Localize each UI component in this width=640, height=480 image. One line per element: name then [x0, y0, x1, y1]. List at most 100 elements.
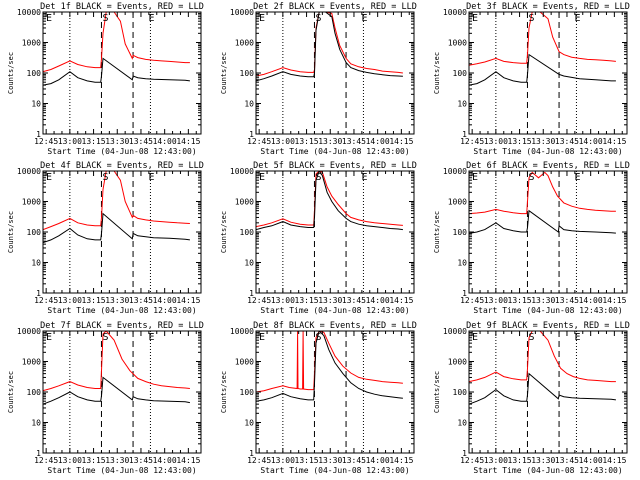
panel-title: Det 5f BLACK = Events, RED = LLD [253, 161, 417, 171]
y-tick-label: 100 [27, 388, 42, 397]
y-tick-label: 1 [249, 449, 254, 458]
y-tick-label: 10000 [17, 167, 41, 176]
x-tick-label: 13:45 [129, 296, 153, 305]
y-axis-label: Counts/sec [7, 52, 15, 94]
y-tick-label: 1 [249, 289, 254, 298]
x-tick-label: 14:15 [176, 137, 200, 146]
event-marker: S [315, 172, 321, 183]
series-line-events [469, 372, 616, 405]
x-tick-label: 14:00 [153, 296, 177, 305]
y-tick-label: 10000 [230, 8, 254, 17]
x-tick-label: 13:45 [342, 296, 366, 305]
x-tick-label: 14:00 [153, 137, 177, 146]
x-tick-label: 14:15 [602, 296, 626, 305]
panel-title: Det 8f BLACK = Events, RED = LLD [253, 321, 417, 331]
x-axis-label: Start Time (04-Jun-08 12:43:00) [47, 306, 196, 315]
y-axis-label: Counts/sec [433, 52, 441, 94]
x-axis-label: Start Time (04-Jun-08 12:43:00) [47, 466, 196, 475]
x-axis-label: Start Time (04-Jun-08 12:43:00) [473, 306, 622, 315]
y-tick-label: 100 [27, 228, 42, 237]
series-line-lld [43, 331, 190, 392]
series-group [256, 12, 403, 82]
event-marker: S [528, 13, 534, 24]
x-tick-label: 14:15 [176, 456, 200, 465]
y-tick-label: 100 [27, 69, 42, 78]
event-marker: E [148, 332, 154, 343]
x-tick-label: 13:15 [82, 137, 106, 146]
event-marker: E [574, 172, 580, 183]
y-tick-label: 1000 [235, 39, 254, 48]
event-marker: E [361, 332, 367, 343]
series-group [469, 12, 616, 86]
event-marker: S [315, 332, 321, 343]
y-tick-label: 1 [462, 289, 467, 298]
x-tick-label: 13:00 [271, 456, 295, 465]
y-tick-label: 10 [244, 100, 254, 109]
panel-title: Det 3f BLACK = Events, RED = LLD [466, 2, 630, 12]
x-tick-label: 12:45 [34, 296, 58, 305]
y-tick-label: 10 [457, 419, 467, 428]
x-axis-label: Start Time (04-Jun-08 12:43:00) [260, 466, 409, 475]
event-marker: E [361, 13, 367, 24]
event-marker: E [472, 172, 478, 183]
y-tick-label: 10 [457, 100, 467, 109]
y-tick-label: 1 [462, 449, 467, 458]
x-tick-label: 13:45 [129, 456, 153, 465]
series-line-events [256, 12, 403, 82]
panel-title: Det 4f BLACK = Events, RED = LLD [40, 161, 204, 171]
series-group [256, 331, 403, 402]
x-tick-label: 14:00 [579, 296, 603, 305]
x-tick-label: 13:00 [58, 137, 82, 146]
y-axis-label: Counts/sec [220, 52, 228, 94]
x-tick-label: 14:00 [579, 456, 603, 465]
x-tick-label: 14:15 [602, 137, 626, 146]
x-tick-label: 13:30 [105, 296, 129, 305]
event-marker: E [361, 172, 367, 183]
x-tick-label: 12:45 [247, 456, 271, 465]
x-tick-label: 13:30 [531, 296, 555, 305]
series-group [43, 331, 190, 405]
event-marker: E [46, 332, 52, 343]
x-tick-label: 14:00 [366, 296, 390, 305]
y-tick-label: 10 [31, 259, 41, 268]
x-tick-label: 12:45 [460, 456, 484, 465]
y-tick-label: 1000 [448, 39, 467, 48]
event-marker: E [574, 332, 580, 343]
event-marker: E [259, 332, 265, 343]
x-tick-label: 13:00 [271, 137, 295, 146]
event-marker: S [528, 172, 534, 183]
y-tick-label: 100 [240, 228, 255, 237]
event-marker: E [46, 172, 52, 183]
series-group [469, 171, 616, 234]
y-tick-label: 100 [240, 69, 255, 78]
y-tick-label: 100 [453, 69, 468, 78]
x-tick-label: 14:00 [366, 137, 390, 146]
x-tick-label: 13:15 [508, 296, 532, 305]
y-tick-label: 10 [31, 419, 41, 428]
x-tick-label: 14:00 [366, 456, 390, 465]
series-group [469, 331, 616, 405]
x-tick-label: 14:15 [176, 296, 200, 305]
x-tick-label: 13:00 [484, 456, 508, 465]
event-marker: E [148, 13, 154, 24]
event-marker: E [259, 172, 265, 183]
x-tick-label: 13:15 [295, 456, 319, 465]
y-axis-label: Counts/sec [220, 211, 228, 253]
x-axis-label: Start Time (04-Jun-08 12:43:00) [47, 147, 196, 156]
series-line-lld [256, 171, 403, 228]
y-tick-label: 1 [462, 130, 467, 139]
panel-title: Det 7f BLACK = Events, RED = LLD [40, 321, 204, 331]
event-marker: E [574, 13, 580, 24]
y-tick-label: 1 [36, 289, 41, 298]
x-tick-label: 14:15 [389, 456, 413, 465]
y-axis-label: Counts/sec [220, 371, 228, 413]
x-axis-label: Start Time (04-Jun-08 12:43:00) [260, 147, 409, 156]
x-tick-label: 12:45 [247, 137, 271, 146]
x-tick-label: 14:15 [389, 137, 413, 146]
x-tick-label: 13:00 [58, 456, 82, 465]
x-tick-label: 13:30 [105, 137, 129, 146]
x-tick-label: 13:45 [555, 456, 579, 465]
